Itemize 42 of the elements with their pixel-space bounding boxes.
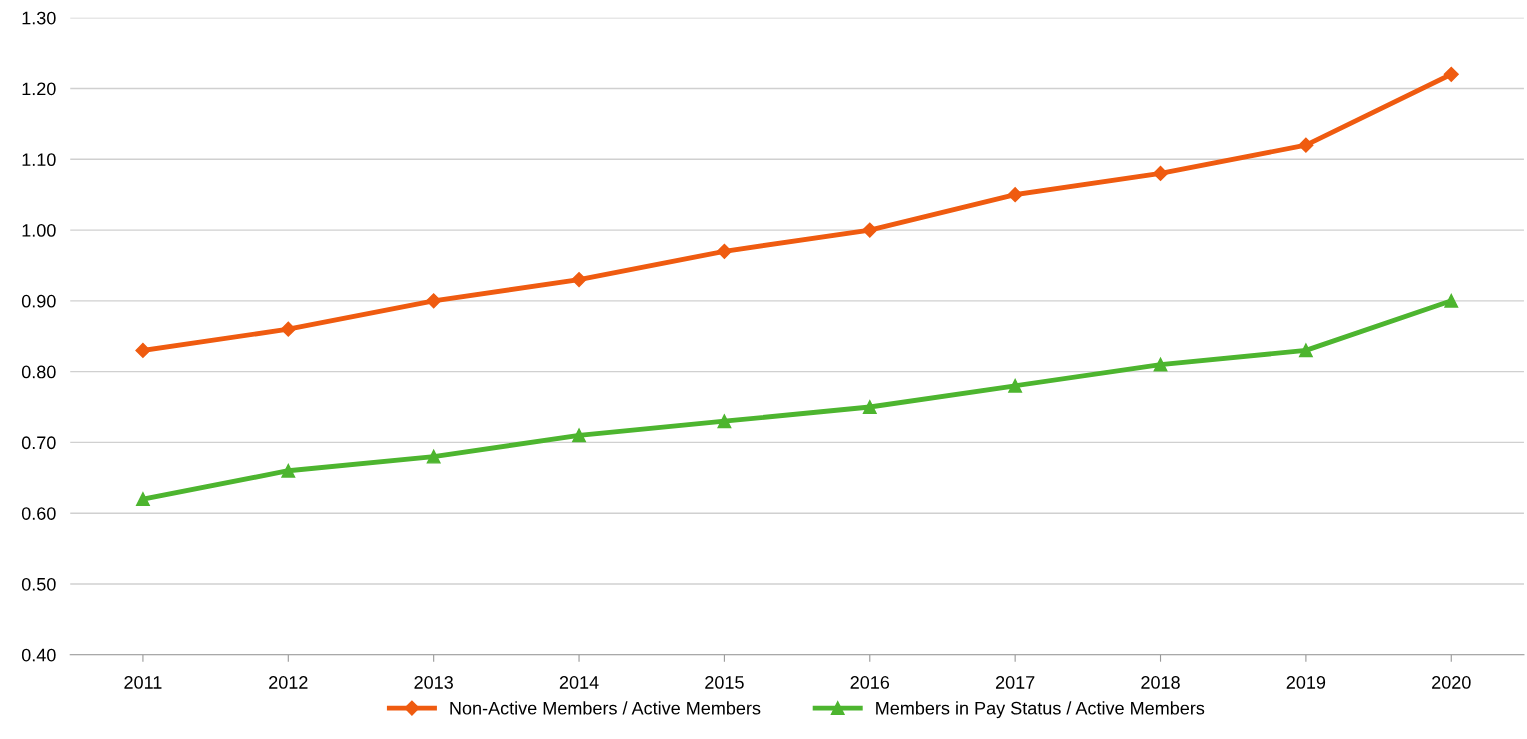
x-tick-label: 2014 — [559, 676, 599, 689]
point — [571, 272, 587, 288]
point — [426, 449, 441, 464]
point — [281, 463, 296, 478]
y-tick-label: 0.40 — [21, 648, 56, 662]
point — [717, 414, 732, 429]
point — [862, 400, 877, 414]
y-tick-label: 0.80 — [21, 365, 56, 379]
point — [1298, 343, 1313, 358]
point — [135, 342, 151, 358]
x-tick-label: 2020 — [1432, 676, 1471, 689]
legend-label: Members in Pay Status / Active Members — [876, 701, 1205, 719]
y-tick-label: 0.50 — [21, 577, 56, 591]
x-tick-label: 2016 — [850, 676, 890, 689]
point — [1444, 293, 1459, 308]
x-tick-label: 2013 — [414, 676, 453, 689]
point — [280, 321, 296, 337]
point — [1007, 187, 1023, 203]
x-tick-label: 2015 — [705, 676, 744, 689]
y-tick-label: 1.00 — [22, 224, 56, 237]
legend-label: Non-Active Members / Active Members — [450, 701, 761, 715]
point — [426, 293, 442, 309]
point — [1443, 66, 1459, 82]
y-tick-label: 0.90 — [21, 294, 56, 308]
point — [1153, 357, 1168, 372]
point — [572, 428, 586, 443]
x-tick-label: 2012 — [269, 676, 308, 689]
point — [1298, 137, 1314, 153]
point — [135, 492, 150, 506]
x-tick-label: 2011 — [124, 676, 162, 689]
point — [1008, 378, 1023, 393]
y-tick-label: 0.70 — [21, 436, 56, 450]
point — [1152, 165, 1169, 182]
point — [862, 222, 878, 238]
x-tick-label: 2019 — [1286, 676, 1326, 689]
point — [716, 243, 732, 259]
y-tick-label: 0.60 — [21, 507, 56, 520]
x-tick-label: 2018 — [1141, 676, 1180, 689]
y-tick-label: 1.20 — [22, 82, 56, 96]
x-tick-label: 2017 — [995, 676, 1035, 689]
y-tick-label: 1.30 — [22, 11, 56, 25]
y-tick-label: 1.10 — [22, 153, 56, 167]
